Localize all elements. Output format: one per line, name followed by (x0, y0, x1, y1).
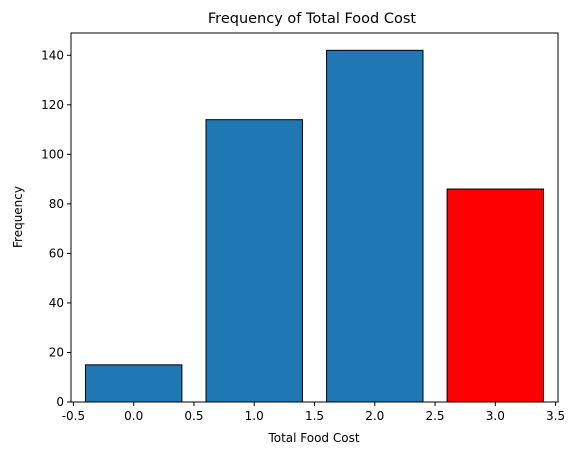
y-tick-label: 40 (49, 296, 64, 310)
x-tick-label: 1.5 (305, 409, 324, 423)
x-tick-label: 2.0 (365, 409, 384, 423)
y-tick-label: 80 (49, 197, 64, 211)
chart-title: Frequency of Total Food Cost (208, 11, 417, 27)
y-axis-label: Frequency (11, 186, 25, 248)
x-tick-label: 2.5 (425, 409, 444, 423)
y-tick-label: 0 (56, 395, 64, 409)
y-tick-label: 120 (41, 98, 64, 112)
x-tick-label: -0.5 (62, 409, 85, 423)
bar-2 (326, 49, 424, 403)
y-tick-label: 60 (49, 246, 64, 260)
bar-0 (84, 364, 183, 403)
x-tick-label: 3.5 (546, 409, 565, 423)
x-tick-label: 3.0 (486, 409, 505, 423)
bar-1 (205, 119, 303, 403)
y-tick-label: 100 (41, 147, 64, 161)
x-tick-label: 0.0 (124, 409, 143, 423)
bar-3 (446, 188, 545, 403)
x-tick-label: 0.5 (184, 409, 203, 423)
y-axis-ticks: 0 20 40 60 80 100 120 140 (41, 48, 71, 409)
bars-group (84, 49, 545, 403)
x-tick-label: 1.0 (245, 409, 264, 423)
x-axis-label: Total Food Cost (267, 431, 359, 445)
x-axis-ticks: -0.5 0.0 0.5 1.0 1.5 2.0 2.5 3.0 3.5 (62, 402, 565, 423)
y-tick-label: 140 (41, 48, 64, 62)
y-tick-label: 20 (49, 345, 64, 359)
